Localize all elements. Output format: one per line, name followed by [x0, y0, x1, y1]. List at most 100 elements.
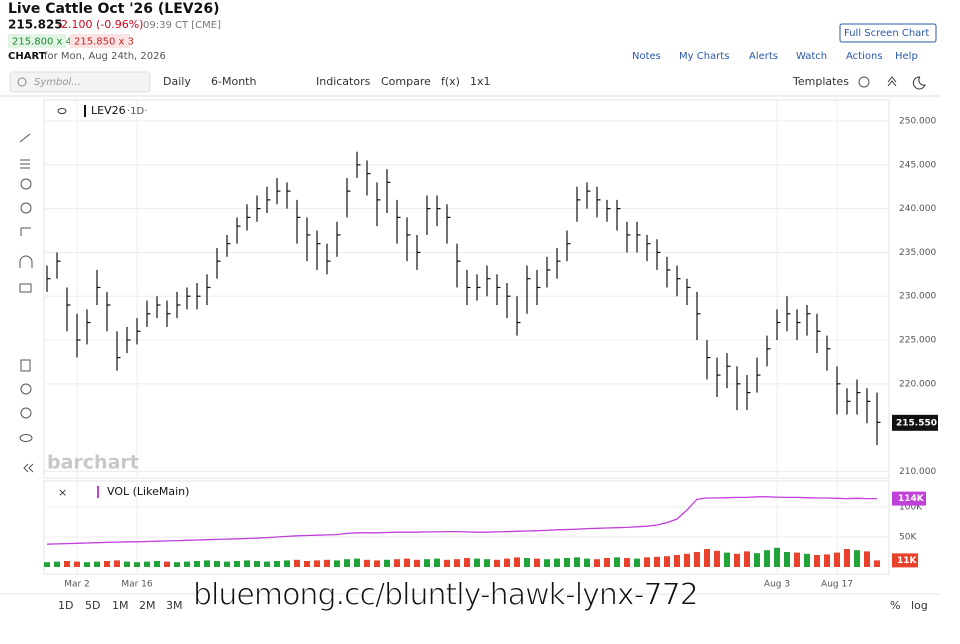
volume-swatch [97, 486, 99, 498]
volume-bar [604, 558, 610, 567]
range-button[interactable]: 5D [85, 599, 100, 612]
volume-bar [684, 553, 690, 567]
volume-bar [104, 561, 110, 567]
range-button[interactable]: 3M [166, 599, 183, 612]
volume-bar [524, 558, 530, 567]
range-button[interactable]: 2M [139, 599, 156, 612]
volume-bar [574, 557, 580, 567]
volume-bar [714, 550, 720, 567]
range-button[interactable]: 1M [112, 599, 129, 612]
volume-bar [484, 559, 490, 567]
header-link[interactable]: Notes [632, 51, 661, 62]
volume-bar [364, 559, 370, 567]
tool-visibility[interactable] [19, 434, 33, 442]
volume-bar [694, 552, 700, 567]
percent-toggle[interactable]: % [890, 599, 900, 612]
volume-bar [834, 552, 840, 567]
volume-bar [644, 557, 650, 567]
y-tick-label: 210.000 [899, 467, 936, 477]
volume-bar [354, 558, 360, 567]
volume-bar [744, 551, 750, 567]
last-price-label: 215.550 [896, 418, 937, 428]
header-link[interactable]: Actions [846, 51, 883, 62]
tool-measure[interactable] [20, 227, 31, 236]
symbol-search[interactable] [9, 71, 151, 93]
volume-close[interactable]: × [58, 486, 67, 499]
volume-bar [764, 550, 770, 567]
range-menu[interactable]: 6-Month [211, 75, 256, 88]
tool-delete[interactable] [20, 359, 31, 372]
tool-column [19, 133, 34, 473]
log-toggle[interactable]: log [911, 599, 928, 612]
oi-last-label: 114K [898, 494, 925, 504]
volume-bar [864, 551, 870, 567]
volume-bar [144, 561, 150, 567]
bid-box [8, 34, 66, 48]
volume-bar [394, 559, 400, 567]
header-link[interactable]: Help [895, 51, 918, 62]
symbol-placeholder[interactable]: Symbol... [34, 77, 81, 88]
volume-bar [534, 558, 540, 567]
compare-button[interactable]: Compare [381, 75, 431, 88]
x-tick-label: Aug 3 [764, 580, 790, 590]
volume-bar [554, 558, 560, 567]
volume-bar [664, 556, 670, 567]
tool-magnet[interactable] [19, 255, 33, 268]
bid: 215.800 x 4 [12, 37, 72, 48]
interval-menu[interactable]: Daily [163, 75, 191, 88]
volume-bar [174, 562, 180, 567]
collapse-icon[interactable] [887, 76, 897, 87]
volume-bar [214, 561, 220, 567]
y-tick-label: 220.000 [899, 379, 936, 389]
tool-collapse[interactable] [23, 463, 34, 473]
x-tick-label: Mar 2 [64, 580, 90, 590]
volume-bar [314, 560, 320, 567]
volume-last-label: 11K [897, 556, 918, 566]
tool-annotate[interactable] [20, 202, 32, 214]
title: Live Cattle Oct '26 (LEV26) [8, 1, 220, 17]
tool-shape[interactable] [20, 178, 32, 190]
volume-pane [43, 480, 890, 575]
volume-bar [434, 558, 440, 567]
tool-fib[interactable] [20, 159, 30, 169]
y-tick-label: 230.000 [899, 292, 936, 302]
volume-bar [244, 560, 250, 567]
volume-bar [114, 560, 120, 567]
indicators-button[interactable]: Indicators [316, 75, 371, 88]
tool-zoom-out[interactable] [20, 407, 32, 419]
theme-icon[interactable] [912, 76, 926, 90]
legend-eye[interactable] [57, 108, 67, 114]
fx-button[interactable]: f(x) [441, 75, 460, 88]
y-tick-label: 250.000 [899, 117, 936, 127]
legend-interval: ·1D· [127, 106, 147, 117]
x-tick-label: Aug 17 [821, 580, 853, 590]
layout-menu[interactable]: 1x1 [470, 75, 491, 88]
settings-icon[interactable] [858, 76, 870, 88]
volume-bar [324, 559, 330, 567]
volume-bar [334, 560, 340, 567]
header-link[interactable]: Watch [796, 51, 827, 62]
volume-bar [874, 560, 880, 567]
tool-lock[interactable] [19, 283, 32, 293]
full-screen-label[interactable]: Full Screen Chart [844, 28, 929, 39]
x-tick-label: Mar 16 [121, 580, 153, 590]
header-link[interactable]: My Charts [679, 51, 729, 62]
volume-bar [844, 549, 850, 567]
full-screen-button[interactable] [839, 23, 937, 43]
volume-bar [504, 558, 510, 567]
last-price: 215.825 [8, 18, 63, 32]
templates-button[interactable]: Templates [792, 75, 849, 88]
header-link[interactable]: Alerts [749, 51, 778, 62]
range-button[interactable]: 1D [58, 599, 73, 612]
volume-bar [44, 562, 50, 567]
tool-line[interactable] [19, 133, 31, 143]
volume-bar [584, 558, 590, 567]
volume-bar [474, 558, 480, 567]
volume-bar [344, 559, 350, 567]
volume-bar [254, 561, 260, 567]
ask: 215.850 x 3 [74, 37, 134, 48]
volume-bar [134, 562, 140, 567]
volume-bar [804, 553, 810, 567]
tool-zoom-in[interactable] [20, 383, 32, 395]
volume-bar [424, 559, 430, 567]
